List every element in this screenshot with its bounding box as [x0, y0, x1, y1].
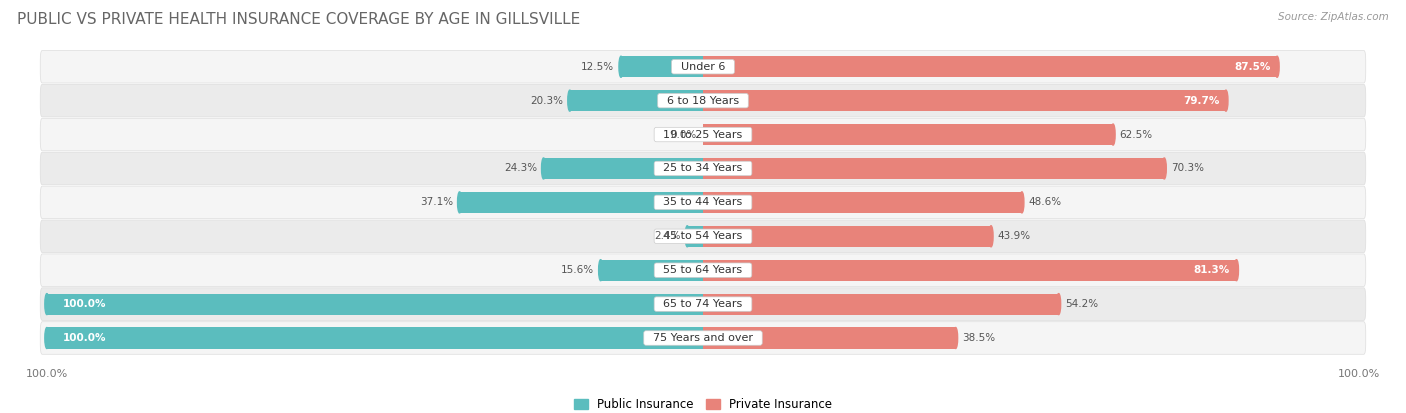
Bar [703, 260, 1236, 281]
Text: 81.3%: 81.3% [1194, 265, 1230, 275]
Text: PUBLIC VS PRIVATE HEALTH INSURANCE COVERAGE BY AGE IN GILLSVILLE: PUBLIC VS PRIVATE HEALTH INSURANCE COVER… [17, 12, 581, 27]
Bar [46, 294, 703, 315]
Text: 43.9%: 43.9% [998, 231, 1031, 241]
Text: Under 6: Under 6 [673, 62, 733, 72]
Circle shape [1111, 124, 1115, 145]
Text: 38.5%: 38.5% [962, 333, 995, 343]
FancyBboxPatch shape [41, 220, 1365, 253]
FancyBboxPatch shape [41, 254, 1365, 287]
Bar [703, 226, 991, 247]
Bar [703, 158, 1164, 179]
Circle shape [457, 192, 461, 213]
Text: 100.0%: 100.0% [63, 299, 107, 309]
Text: Source: ZipAtlas.com: Source: ZipAtlas.com [1278, 12, 1389, 22]
Bar [703, 124, 1114, 145]
Bar [600, 260, 703, 281]
FancyBboxPatch shape [41, 186, 1365, 218]
Text: 48.6%: 48.6% [1028, 197, 1062, 207]
Circle shape [953, 328, 957, 349]
Circle shape [619, 56, 623, 77]
Bar [703, 56, 1277, 77]
Text: 70.3%: 70.3% [1171, 164, 1204, 173]
Bar [703, 328, 956, 349]
Text: 24.3%: 24.3% [503, 164, 537, 173]
Text: 35 to 44 Years: 35 to 44 Years [657, 197, 749, 207]
Text: 87.5%: 87.5% [1234, 62, 1271, 72]
Text: 54.2%: 54.2% [1066, 299, 1098, 309]
Text: 6 to 18 Years: 6 to 18 Years [659, 96, 747, 106]
Text: 55 to 64 Years: 55 to 64 Years [657, 265, 749, 275]
Legend: Public Insurance, Private Insurance: Public Insurance, Private Insurance [569, 393, 837, 413]
Circle shape [541, 158, 546, 179]
Text: 19 to 25 Years: 19 to 25 Years [657, 130, 749, 140]
Text: 75 Years and over: 75 Years and over [645, 333, 761, 343]
Text: 65 to 74 Years: 65 to 74 Years [657, 299, 749, 309]
Circle shape [1223, 90, 1227, 111]
Text: 100.0%: 100.0% [63, 333, 107, 343]
Text: 37.1%: 37.1% [420, 197, 453, 207]
Bar [569, 90, 703, 111]
Circle shape [1275, 56, 1279, 77]
Bar [688, 226, 703, 247]
FancyBboxPatch shape [41, 84, 1365, 117]
Text: 12.5%: 12.5% [581, 62, 614, 72]
Circle shape [45, 294, 49, 315]
Text: 0.0%: 0.0% [671, 130, 696, 140]
FancyBboxPatch shape [41, 288, 1365, 320]
Circle shape [45, 328, 49, 349]
Text: 2.4%: 2.4% [654, 231, 681, 241]
FancyBboxPatch shape [41, 118, 1365, 151]
Text: 20.3%: 20.3% [530, 96, 564, 106]
Circle shape [1019, 192, 1024, 213]
Bar [544, 158, 703, 179]
Text: 25 to 34 Years: 25 to 34 Years [657, 164, 749, 173]
Bar [703, 90, 1226, 111]
Bar [621, 56, 703, 77]
Text: 15.6%: 15.6% [561, 265, 595, 275]
Bar [703, 294, 1059, 315]
Circle shape [568, 90, 572, 111]
Circle shape [1234, 260, 1239, 281]
Circle shape [1056, 294, 1060, 315]
Circle shape [599, 260, 603, 281]
FancyBboxPatch shape [41, 50, 1365, 83]
Bar [460, 192, 703, 213]
Circle shape [1163, 158, 1167, 179]
Bar [46, 328, 703, 349]
FancyBboxPatch shape [41, 152, 1365, 185]
Circle shape [988, 226, 993, 247]
Bar [703, 192, 1022, 213]
FancyBboxPatch shape [41, 322, 1365, 354]
Text: 45 to 54 Years: 45 to 54 Years [657, 231, 749, 241]
Text: 79.7%: 79.7% [1182, 96, 1219, 106]
Text: 62.5%: 62.5% [1119, 130, 1153, 140]
Circle shape [685, 226, 689, 247]
